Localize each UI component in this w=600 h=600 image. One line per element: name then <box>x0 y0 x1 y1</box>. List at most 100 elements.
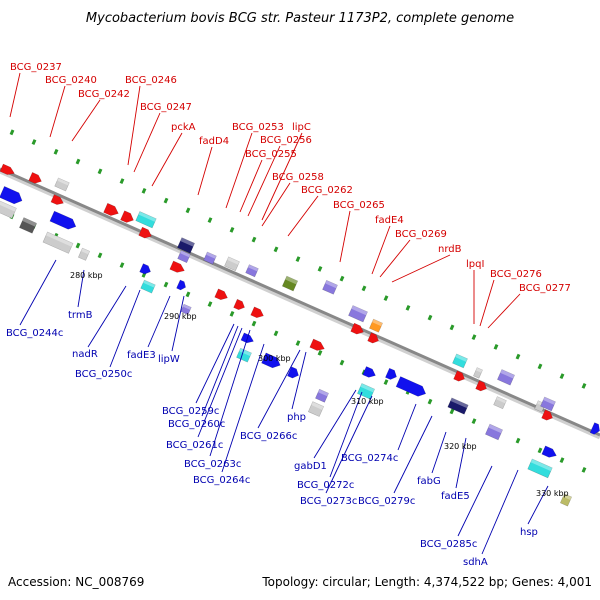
gene-label[interactable]: nadR <box>72 349 98 360</box>
gene-feature <box>350 322 364 335</box>
gene-feature <box>28 172 42 184</box>
scale-tick-mark <box>537 363 543 370</box>
gene-label[interactable]: BCG_0274c <box>341 453 398 464</box>
gene-box <box>315 388 329 403</box>
gene-box-highlight <box>227 256 240 265</box>
gene-label[interactable]: BCG_0259c <box>162 406 219 417</box>
gene-box-highlight <box>138 211 157 222</box>
gene-feature <box>203 251 217 265</box>
gene-label[interactable]: BCG_0242 <box>78 89 130 100</box>
gene-box <box>559 493 573 507</box>
gene-label[interactable]: nrdB <box>438 244 462 255</box>
gene-label[interactable]: lipC <box>292 122 311 133</box>
gene-box <box>177 237 195 254</box>
scale-tick-mark <box>493 343 499 350</box>
scale-tick-mark <box>339 359 345 366</box>
gene-label[interactable]: gabD1 <box>294 461 327 472</box>
gene-arrow <box>0 163 15 175</box>
gene-label[interactable]: BCG_0250c <box>75 369 132 380</box>
gene-label[interactable]: fadE3 <box>127 350 156 361</box>
gene-feature <box>348 305 368 323</box>
gene-label[interactable]: fadE4 <box>375 215 404 226</box>
label-leaders <box>9 72 549 555</box>
gene-box-highlight <box>81 248 90 255</box>
gene-arrow <box>50 194 64 205</box>
gene-label[interactable]: BCG_0244c <box>6 328 63 339</box>
gene-label[interactable]: BCG_0277 <box>519 283 571 294</box>
gene-feature <box>0 186 23 205</box>
gene-box <box>473 367 483 379</box>
gene-label[interactable]: pckA <box>171 122 196 133</box>
gene-feature <box>453 370 465 382</box>
gene-box <box>224 256 240 272</box>
gene-label[interactable]: fadD4 <box>199 136 229 147</box>
gene-box-highlight <box>351 305 368 316</box>
gene-box-highlight <box>182 304 192 310</box>
scale-tick-mark <box>97 252 103 259</box>
gene-feature <box>475 380 487 392</box>
gene-arrow <box>28 172 42 184</box>
gene-box-highlight <box>180 237 195 247</box>
gene-label[interactable]: lipW <box>158 354 180 365</box>
gene-label[interactable]: BCG_0276 <box>490 269 542 280</box>
gene-label[interactable]: BCG_0272c <box>297 480 354 491</box>
label-leader-line <box>247 145 281 217</box>
gene-label[interactable]: trmB <box>68 310 93 321</box>
gene-label[interactable]: lpqI <box>466 259 484 270</box>
gene-arrow <box>385 367 397 380</box>
gene-arrow <box>240 332 254 344</box>
gene-label[interactable]: BCG_0266c <box>240 431 297 442</box>
genome-summary: Topology: circular; Length: 4,374,522 bp… <box>261 575 592 589</box>
gene-label[interactable]: BCG_0265 <box>333 200 385 211</box>
gene-box <box>180 303 192 316</box>
gene-label[interactable]: fabG <box>417 476 441 487</box>
gene-box <box>54 177 70 192</box>
gene-label[interactable]: BCG_0258 <box>272 172 324 183</box>
gene-box <box>177 250 191 264</box>
gene-label[interactable]: fadE5 <box>441 491 470 502</box>
label-leader-line <box>379 239 411 278</box>
gene-label[interactable]: hsp <box>520 527 538 538</box>
gene-feature <box>357 383 375 400</box>
gene-label[interactable]: BCG_0269 <box>395 229 447 240</box>
gene-label[interactable]: BCG_0246 <box>125 75 177 86</box>
gene-box-highlight <box>496 396 507 404</box>
gene-arrow <box>0 186 23 205</box>
gene-feature <box>77 247 91 261</box>
label-leader-line <box>487 293 521 329</box>
gene-label[interactable]: BCG_0263c <box>184 459 241 470</box>
gene-label[interactable]: BCG_0262 <box>301 185 353 196</box>
scale-tick-mark <box>185 291 191 298</box>
scale-tick-mark <box>141 187 147 194</box>
gene-arrow <box>589 422 600 435</box>
gene-label[interactable]: BCG_0273c <box>300 496 357 507</box>
gene-arrow <box>541 445 557 458</box>
scale-tick-mark <box>207 217 213 223</box>
gene-label[interactable]: BCG_0261c <box>166 440 223 451</box>
label-leader-line <box>197 146 213 196</box>
scale-tick-mark <box>383 295 389 302</box>
gene-box <box>369 318 383 333</box>
gene-label[interactable]: BCG_0253 <box>232 122 284 133</box>
gene-label[interactable]: BCG_0279c <box>358 496 415 507</box>
gene-feature <box>177 237 195 254</box>
gene-box-highlight <box>563 493 572 501</box>
gene-label[interactable]: BCG_0260c <box>168 419 225 430</box>
label-leader-line <box>225 132 253 209</box>
gene-feature <box>169 260 185 273</box>
gene-label[interactable]: BCG_0264c <box>193 475 250 486</box>
label-leader-line <box>147 295 171 348</box>
gene-label[interactable]: php <box>287 412 306 423</box>
tick-label: 290 kbp <box>164 312 197 321</box>
gene-label[interactable]: BCG_0256 <box>260 135 312 146</box>
gene-label[interactable]: BCG_0237 <box>10 62 62 73</box>
scale-tick-mark <box>471 334 477 341</box>
gene-feature <box>540 396 556 412</box>
gene-label[interactable]: BCG_0285c <box>420 539 477 550</box>
gene-box <box>307 401 325 417</box>
gene-label[interactable]: BCG_0255 <box>245 149 297 160</box>
gene-box <box>281 275 299 292</box>
gene-label[interactable]: BCG_0247 <box>140 102 192 113</box>
gene-label[interactable]: sdhA <box>463 557 488 568</box>
gene-label[interactable]: BCG_0240 <box>45 75 97 86</box>
